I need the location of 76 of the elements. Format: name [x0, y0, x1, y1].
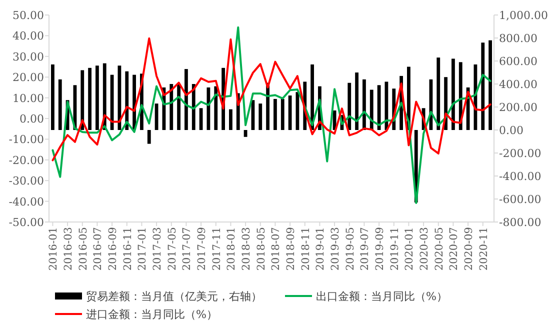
x-tick-label: 2019-09 [374, 227, 386, 271]
x-tick-label: 2020-01 [404, 227, 416, 271]
y-tick-label: 0.00 [20, 112, 44, 126]
y2-tick-label: -600.00 [499, 193, 542, 206]
y-tick-label: 10.00 [12, 92, 44, 105]
x-tick-label: 2019-05 [344, 227, 356, 271]
x-tick-label: 2017-05 [166, 227, 178, 271]
x-tick-label: 2016-05 [77, 227, 90, 271]
y2-tick-label: -400.00 [499, 170, 542, 183]
x-tick-label: 2019-01 [314, 227, 327, 271]
y-tick-label: 40.00 [12, 30, 44, 43]
bar [481, 42, 485, 130]
y-tick-label: -20.00 [8, 154, 44, 167]
x-tick-label: 2020-05 [433, 227, 446, 271]
x-tick-label: 2017-03 [152, 227, 164, 271]
bar [355, 72, 358, 130]
x-tick-label: 2016-03 [62, 227, 75, 271]
y2-tick-label: 200.00 [499, 101, 538, 114]
x-tick-label: 2019-11 [388, 227, 401, 271]
bar [184, 69, 188, 130]
bar [51, 64, 54, 130]
y2-tick-label: 800.00 [499, 32, 538, 45]
x-tick-label: 2018-11 [300, 227, 312, 271]
legend-label: 贸易差额：当月值（亿美元，右轴） [86, 290, 262, 303]
x-tick-label: 2018-01 [226, 227, 238, 271]
x-tick-label: 2019-07 [359, 227, 372, 271]
y-tick-label: 20.00 [12, 71, 44, 84]
y2-tick-label: 400.00 [499, 78, 538, 91]
legend-label: 进口金额：当月同比（%） [86, 308, 218, 321]
bar [80, 70, 84, 130]
line-series [52, 26, 492, 204]
bar [229, 109, 232, 130]
bar [452, 58, 455, 130]
x-tick-label: 2020-07 [448, 227, 460, 271]
y-tick-label: -40.00 [8, 195, 44, 208]
bar [177, 84, 180, 130]
bar [274, 98, 277, 130]
y2-tick-label: 600.00 [499, 55, 538, 68]
y-tick-label: -30.00 [8, 174, 44, 188]
y-tick-label: -50.00 [8, 216, 44, 229]
x-tick-label: 2019-03 [330, 227, 342, 271]
bar [488, 40, 492, 130]
bar [258, 104, 262, 130]
x-tick-label: 2018-03 [240, 227, 253, 271]
bar [88, 68, 92, 130]
x-tick-label: 2020-03 [418, 227, 431, 271]
bar [280, 98, 284, 130]
x-tick-label: 2017-07 [181, 227, 194, 271]
x-tick-label: 2016-01 [48, 227, 60, 271]
x-tick-label: 2016-07 [92, 227, 104, 271]
y-tick-label: 30.00 [12, 50, 44, 64]
bar [348, 82, 352, 130]
x-tick-label: 2020-09 [463, 227, 476, 271]
y2-tick-label: 0.00 [499, 124, 524, 137]
bar [147, 130, 151, 144]
x-tick-label: 2016-11 [122, 227, 134, 271]
y2-tick-label: 1,000.00 [499, 9, 548, 22]
bar [214, 86, 218, 130]
x-tick-label: 2017-11 [210, 227, 223, 271]
bar [96, 66, 99, 130]
x-tick-label: 2017-09 [196, 227, 208, 271]
x-tick-label: 2016-09 [107, 227, 120, 271]
y-tick-label: -10.00 [8, 133, 44, 146]
bar [370, 90, 374, 130]
x-tick-label: 2018-07 [270, 227, 282, 271]
line-series [52, 37, 492, 162]
x-tick-label: 2018-05 [255, 227, 268, 271]
x-tick-label: 2017-01 [136, 227, 149, 271]
x-tick-label: 2020-11 [478, 227, 490, 271]
bar [58, 79, 62, 130]
y-tick-label: 50.00 [12, 9, 44, 22]
y2-tick-label: -200.00 [499, 147, 542, 160]
y2-tick-label: -800.00 [499, 216, 542, 229]
x-tick-label: 2018-09 [285, 227, 298, 271]
legend-label: 出口金额：当月同比（%） [316, 290, 448, 303]
bar [436, 58, 440, 130]
